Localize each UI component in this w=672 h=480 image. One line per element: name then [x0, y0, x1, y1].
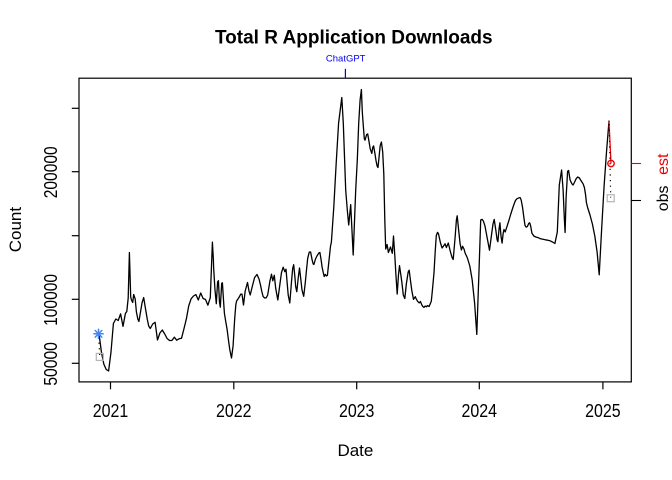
svg-text:2022: 2022: [216, 401, 252, 421]
svg-text:2025: 2025: [585, 401, 621, 421]
svg-text:ChatGPT: ChatGPT: [326, 53, 366, 63]
svg-text:2024: 2024: [462, 401, 498, 421]
svg-text:obs: obs: [655, 186, 672, 212]
svg-text:est: est: [655, 153, 672, 175]
svg-text:Count: Count: [6, 207, 25, 253]
svg-text:200000: 200000: [41, 146, 61, 198]
svg-text:Total R Application Downloads: Total R Application Downloads: [215, 28, 493, 49]
svg-text:100000: 100000: [41, 274, 61, 326]
svg-text:50000: 50000: [41, 342, 61, 386]
svg-text:2021: 2021: [93, 401, 129, 421]
svg-text:2023: 2023: [339, 401, 375, 421]
svg-text:Date: Date: [337, 441, 373, 460]
